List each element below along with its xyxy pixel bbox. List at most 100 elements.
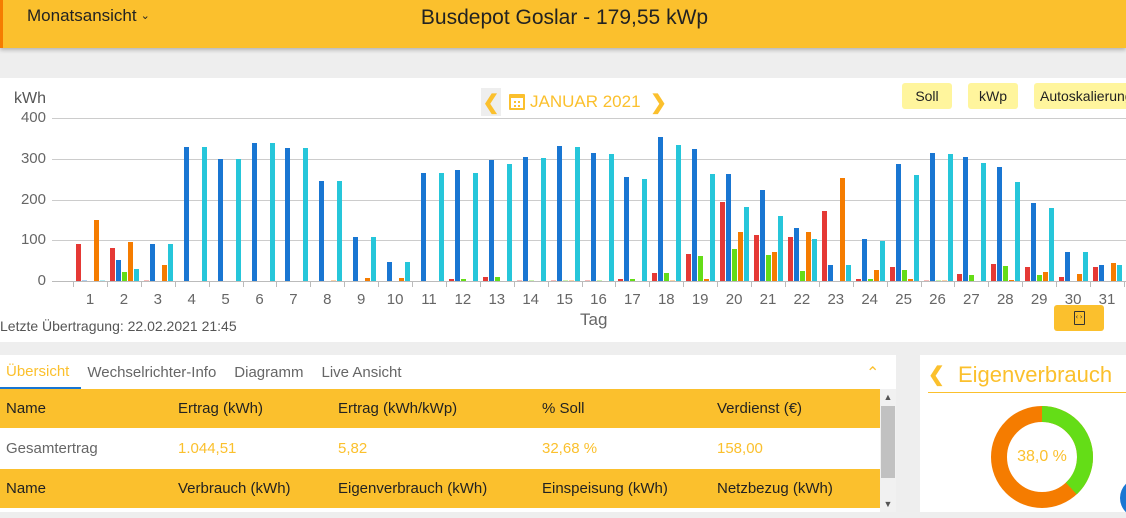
bar-red[interactable] — [143, 280, 149, 281]
bar-red[interactable] — [584, 280, 590, 281]
bar-orange[interactable] — [805, 232, 811, 281]
bar-orange[interactable] — [94, 219, 99, 281]
floating-action-button[interactable] — [1120, 478, 1126, 518]
bar-blue[interactable] — [997, 166, 1003, 281]
bar-orange[interactable] — [907, 278, 913, 281]
bar-cyan[interactable] — [913, 175, 919, 281]
bar-red[interactable] — [855, 278, 861, 281]
bar-red[interactable] — [109, 248, 115, 281]
bar-cyan[interactable] — [811, 238, 817, 281]
bar-red[interactable] — [787, 236, 793, 281]
bar-red[interactable] — [821, 210, 827, 281]
bar-blue[interactable] — [285, 147, 291, 281]
bar-red[interactable] — [652, 272, 658, 281]
bar-cyan[interactable] — [100, 280, 105, 281]
bar-green[interactable] — [121, 272, 127, 281]
bar-cyan[interactable] — [845, 264, 851, 281]
bar-blue[interactable] — [861, 239, 867, 281]
bar-blue[interactable] — [590, 153, 596, 281]
bar-cyan[interactable] — [1083, 252, 1089, 281]
bar-cyan[interactable] — [676, 144, 682, 281]
bar-cyan[interactable] — [981, 162, 987, 281]
bar-cyan[interactable] — [540, 157, 546, 281]
bar-cyan[interactable] — [201, 146, 207, 281]
bar-red[interactable] — [482, 276, 488, 281]
bar-cyan[interactable] — [439, 172, 444, 281]
bar-cyan[interactable] — [710, 174, 716, 281]
soll-toggle-button[interactable]: Soll — [902, 83, 952, 109]
tab-uebersicht[interactable]: Übersicht — [0, 355, 82, 389]
bar-cyan[interactable] — [269, 143, 275, 281]
bar-blue[interactable] — [319, 180, 325, 281]
tab-wechselrichter-info[interactable]: Wechselrichter-Info — [87, 363, 217, 381]
bar-blue[interactable] — [793, 228, 799, 281]
bar-cyan[interactable] — [337, 180, 343, 281]
collapse-button[interactable]: ⌃ — [866, 363, 879, 383]
bar-cyan[interactable] — [1117, 264, 1122, 281]
bar-red[interactable] — [448, 278, 454, 281]
chevron-left-icon[interactable]: ❮ — [928, 364, 945, 386]
bar-blue[interactable] — [522, 156, 528, 281]
bar-blue[interactable] — [624, 177, 630, 281]
bar-blue[interactable] — [827, 264, 833, 281]
view-mode-dropdown[interactable]: Monatsansicht ⌄ — [27, 6, 150, 26]
export-button[interactable]: ‹› — [1054, 305, 1104, 331]
scrollbar-thumb[interactable] — [881, 406, 895, 478]
bar-red[interactable] — [991, 264, 997, 281]
bar-green[interactable] — [528, 280, 534, 281]
bar-blue[interactable] — [183, 146, 189, 281]
bar-red[interactable] — [550, 280, 556, 281]
bar-blue[interactable] — [82, 280, 87, 281]
bar-cyan[interactable] — [506, 163, 512, 281]
bar-cyan[interactable] — [744, 206, 750, 281]
bar-red[interactable] — [720, 202, 726, 281]
bar-red[interactable] — [618, 279, 624, 281]
month-picker[interactable]: JANUAR 2021 — [509, 92, 641, 112]
bar-cyan[interactable] — [1049, 208, 1055, 281]
bar-green[interactable] — [867, 279, 873, 281]
bar-red[interactable] — [957, 274, 963, 281]
tab-diagramm[interactable]: Diagramm — [234, 363, 304, 381]
bar-orange[interactable] — [161, 264, 167, 281]
bar-cyan[interactable] — [405, 261, 411, 281]
bar-blue[interactable] — [353, 237, 359, 281]
bar-blue[interactable] — [1031, 202, 1037, 281]
bar-red[interactable] — [76, 243, 81, 281]
bar-red[interactable] — [686, 254, 692, 281]
bar-cyan[interactable] — [235, 158, 241, 281]
bar-cyan[interactable] — [879, 241, 885, 281]
bar-cyan[interactable] — [608, 153, 614, 281]
bar-red[interactable] — [1025, 266, 1031, 281]
bar-green[interactable] — [562, 280, 568, 281]
bar-green[interactable] — [494, 277, 500, 281]
bar-blue[interactable] — [658, 137, 664, 281]
previous-month-button[interactable]: ❮ — [481, 88, 501, 116]
bar-green[interactable] — [596, 280, 602, 281]
bar-blue[interactable] — [760, 190, 765, 281]
bar-green[interactable] — [935, 280, 941, 281]
bar-blue[interactable] — [421, 172, 426, 281]
bar-orange[interactable] — [873, 269, 879, 281]
tab-live-ansicht[interactable]: Live Ansicht — [321, 363, 402, 381]
bar-cyan[interactable] — [303, 147, 309, 281]
kwp-toggle-button[interactable]: kWp — [968, 83, 1018, 109]
bar-green[interactable] — [698, 256, 704, 281]
bar-green[interactable] — [664, 272, 670, 281]
bar-blue[interactable] — [1065, 252, 1071, 281]
bar-orange[interactable] — [941, 280, 947, 281]
bar-orange[interactable] — [1009, 279, 1015, 281]
bar-red[interactable] — [923, 280, 929, 281]
scroll-up-icon[interactable]: ▲ — [883, 392, 893, 402]
bar-green[interactable] — [460, 279, 466, 281]
bar-cyan[interactable] — [133, 268, 139, 281]
bar-green[interactable] — [969, 274, 975, 281]
next-month-button[interactable]: ❯ — [649, 88, 669, 116]
bar-orange[interactable] — [365, 277, 371, 281]
table-scrollbar[interactable]: ▲ ▼ — [880, 389, 896, 512]
bar-green[interactable] — [766, 254, 771, 281]
bar-red[interactable] — [1059, 276, 1065, 281]
bar-orange[interactable] — [704, 278, 710, 281]
bar-blue[interactable] — [251, 143, 257, 281]
bar-blue[interactable] — [963, 156, 969, 281]
bar-cyan[interactable] — [574, 146, 580, 281]
